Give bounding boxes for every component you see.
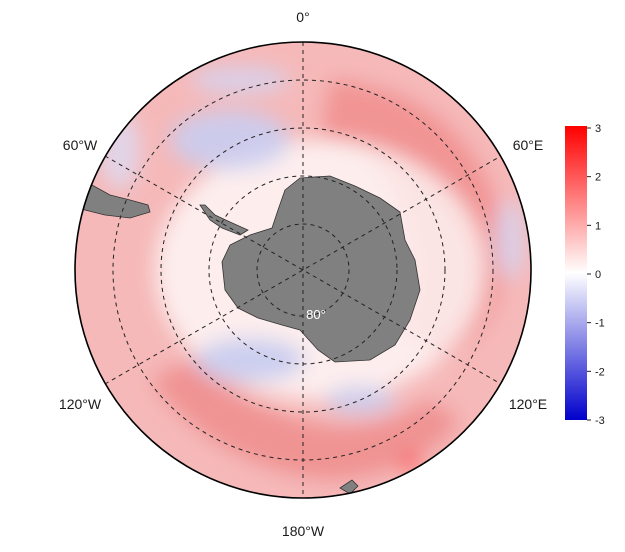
colorbar-tick-label: 1 (595, 220, 601, 232)
lon-label-120e: 120°E (509, 396, 547, 412)
map-boundary (74, 41, 532, 499)
colorbar-tick-label: -2 (595, 366, 605, 378)
lon-label-180w: 180°W (282, 523, 325, 539)
colorbar: 3 2 1 0 -1 -2 -3 (565, 123, 605, 427)
lon-label-120w: 120°W (59, 396, 102, 412)
antarctica-landmass (221, 175, 421, 363)
colorbar-ticks: 3 2 1 0 -1 -2 -3 (587, 123, 605, 427)
anomaly-field (75, 42, 531, 498)
lon-label-60e: 60°E (513, 137, 544, 153)
lat-label-80: 80° (306, 307, 326, 322)
colorbar-tick-label: 2 (595, 172, 601, 184)
colorbar-tick-label: 3 (595, 123, 601, 135)
new-zealand-island (339, 479, 359, 495)
graticule (104, 42, 502, 498)
colorbar-tick-label: -3 (595, 415, 605, 427)
colorbar-gradient (565, 126, 587, 420)
lon-label-0: 0° (296, 9, 309, 25)
antarctic-peninsula (199, 204, 249, 236)
colorbar-tick-label: 0 (595, 269, 601, 281)
colorbar-tick-label: -1 (595, 318, 605, 330)
lon-label-60w: 60°W (63, 137, 98, 153)
